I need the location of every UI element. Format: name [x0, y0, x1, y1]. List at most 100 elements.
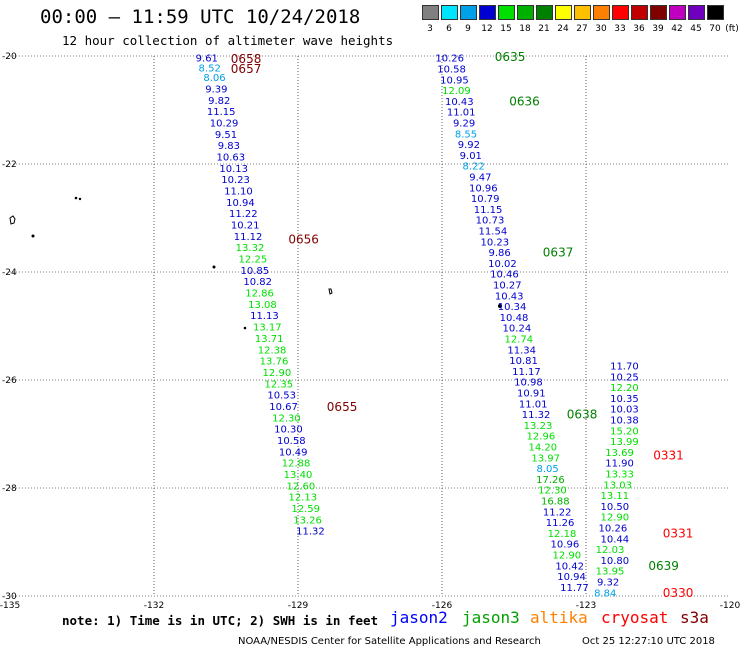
wave-height-value: 10.43: [495, 291, 524, 302]
wave-height-value: 10.58: [437, 64, 466, 75]
wave-height-value: 11.12: [234, 232, 263, 243]
island-dot: [498, 304, 502, 308]
pass-time-label: 0655: [327, 400, 358, 414]
wave-height-value: 14.20: [528, 442, 557, 453]
wave-height-value: 10.21: [231, 221, 260, 232]
legend-unit: (ft): [725, 24, 739, 34]
wave-height-value: 11.01: [447, 108, 476, 119]
wave-height-value: 13.40: [284, 470, 313, 481]
legend-altika: altika: [530, 608, 588, 627]
credit-line: NOAA/NESDIS Center for Satellite Applica…: [238, 636, 541, 647]
legend-swatch: [441, 5, 458, 20]
lon-tick-label: -120: [720, 601, 740, 611]
wave-height-value: 10.95: [440, 75, 469, 86]
wave-height-value: 9.83: [218, 141, 240, 152]
legend-label: 36: [633, 24, 645, 34]
map-grid: -135 -132 -129 -126 -123 -120 -20 -22 -24 -26 -28 -…: [0, 52, 740, 611]
legend-jason2: jason2: [390, 608, 448, 627]
altimeter-tracks: 9.618.528.069.399.8211.1510.299.519.8310…: [196, 54, 639, 600]
pass-time-label: 0331: [653, 449, 684, 463]
lon-tick-label: -126: [432, 601, 453, 611]
lon-tick-label: -135: [0, 601, 20, 611]
wave-height-value: 10.49: [279, 447, 308, 458]
wave-height-value: 10.96: [469, 183, 498, 194]
wave-height-value: 12.88: [282, 459, 311, 470]
wave-height-value: 10.85: [240, 266, 269, 277]
wave-height-value: 11.10: [224, 187, 253, 198]
wave-height-value: 9.32: [597, 577, 619, 588]
legend-swatch: [536, 5, 553, 20]
legend-swatch: [593, 5, 610, 20]
wave-height-value: 10.96: [551, 540, 580, 551]
wave-height-value: 13.26: [293, 515, 322, 526]
legend-swatch: [479, 5, 496, 20]
wave-height-value: 13.32: [236, 243, 265, 254]
legend-cryosat: cryosat: [601, 608, 669, 627]
wave-height-value: 10.30: [274, 425, 303, 436]
footnote: note: 1) Time is in UTC; 2) SWH is in fe…: [62, 613, 379, 628]
wave-height-value: 12.30: [538, 486, 567, 497]
wave-height-value: 10.94: [557, 572, 586, 583]
lat-tick-label: -28: [2, 484, 17, 494]
legend-label: 21: [538, 24, 550, 34]
wave-height-value: 10.34: [498, 302, 527, 313]
wave-height-value: 12.30: [272, 413, 301, 424]
wave-height-value: 12.74: [504, 334, 533, 345]
wave-height-value: 16.88: [541, 496, 570, 507]
wave-height-value: 12.20: [610, 383, 639, 394]
wave-height-value: 8.05: [536, 464, 558, 475]
wave-height-value: 10.29: [210, 118, 239, 129]
lon-tick-label: -132: [144, 601, 164, 611]
wave-height-value: 10.46: [490, 270, 519, 281]
wave-height-value: 10.26: [435, 54, 464, 65]
wave-height-value: 11.32: [522, 410, 551, 421]
pass-time-label: 0639: [648, 559, 679, 573]
wave-height-value: 10.25: [610, 372, 639, 383]
wave-height-value: 11.77: [560, 583, 589, 594]
wave-height-value: 13.17: [253, 323, 282, 334]
wave-height-value: 8.52: [199, 63, 221, 74]
lon-tick-label: -129: [288, 601, 309, 611]
wave-height-value: 8.84: [594, 588, 616, 599]
lat-tick-label: -24: [2, 268, 17, 278]
wave-height-value: 10.02: [488, 259, 517, 270]
legend-label: 45: [690, 24, 702, 34]
legend-swatch: [574, 5, 591, 20]
wave-height-value: 12.13: [288, 493, 317, 504]
legend-label: 18: [519, 24, 531, 34]
wave-height-value: 13.23: [524, 421, 553, 432]
legend-label: 3: [427, 24, 433, 34]
wave-height-value: 9.29: [453, 118, 475, 129]
wave-height-value: 10.23: [221, 175, 250, 186]
generated-timestamp: Oct 25 12:27:10 UTC 2018: [582, 636, 715, 647]
pass-time-label: 0657: [231, 62, 262, 76]
wave-height-value: 11.54: [479, 226, 508, 237]
legend-swatch: [498, 5, 515, 20]
wave-height-value: 13.71: [255, 334, 284, 345]
pass-time-label: 0331: [663, 526, 694, 540]
wave-height-value: 10.73: [476, 216, 505, 227]
wave-height-value: 10.44: [600, 534, 629, 545]
legend-label: 15: [500, 24, 512, 34]
island-markers: [9, 196, 502, 330]
pass-time-label: 0656: [288, 233, 319, 247]
wave-height-value: 10.23: [480, 237, 509, 248]
pass-time-label: 0635: [495, 50, 526, 64]
wave-height-value: 15.20: [610, 426, 639, 437]
wave-height-value: 9.47: [469, 172, 491, 183]
legend-swatch: [688, 5, 705, 20]
wave-height-value: 13.95: [596, 567, 625, 578]
wave-height-value: 12.90: [552, 550, 581, 561]
lat-tick-label: -30: [2, 592, 17, 602]
wave-height-value: 12.60: [287, 481, 316, 492]
track-east: 11.7010.2512.2010.3510.0310.3815.2013.99…: [594, 361, 639, 599]
wave-height-value: 13.33: [605, 469, 634, 480]
legend-label: 9: [465, 24, 471, 34]
wave-height-value: 10.42: [555, 561, 584, 572]
wave-height-value: 10.13: [219, 164, 248, 175]
wave-height-value: 11.15: [207, 107, 236, 118]
wave-height-value: 13.08: [248, 300, 277, 311]
wave-height-value: 12.38: [258, 345, 287, 356]
wave-height-value: 12.90: [263, 368, 292, 379]
